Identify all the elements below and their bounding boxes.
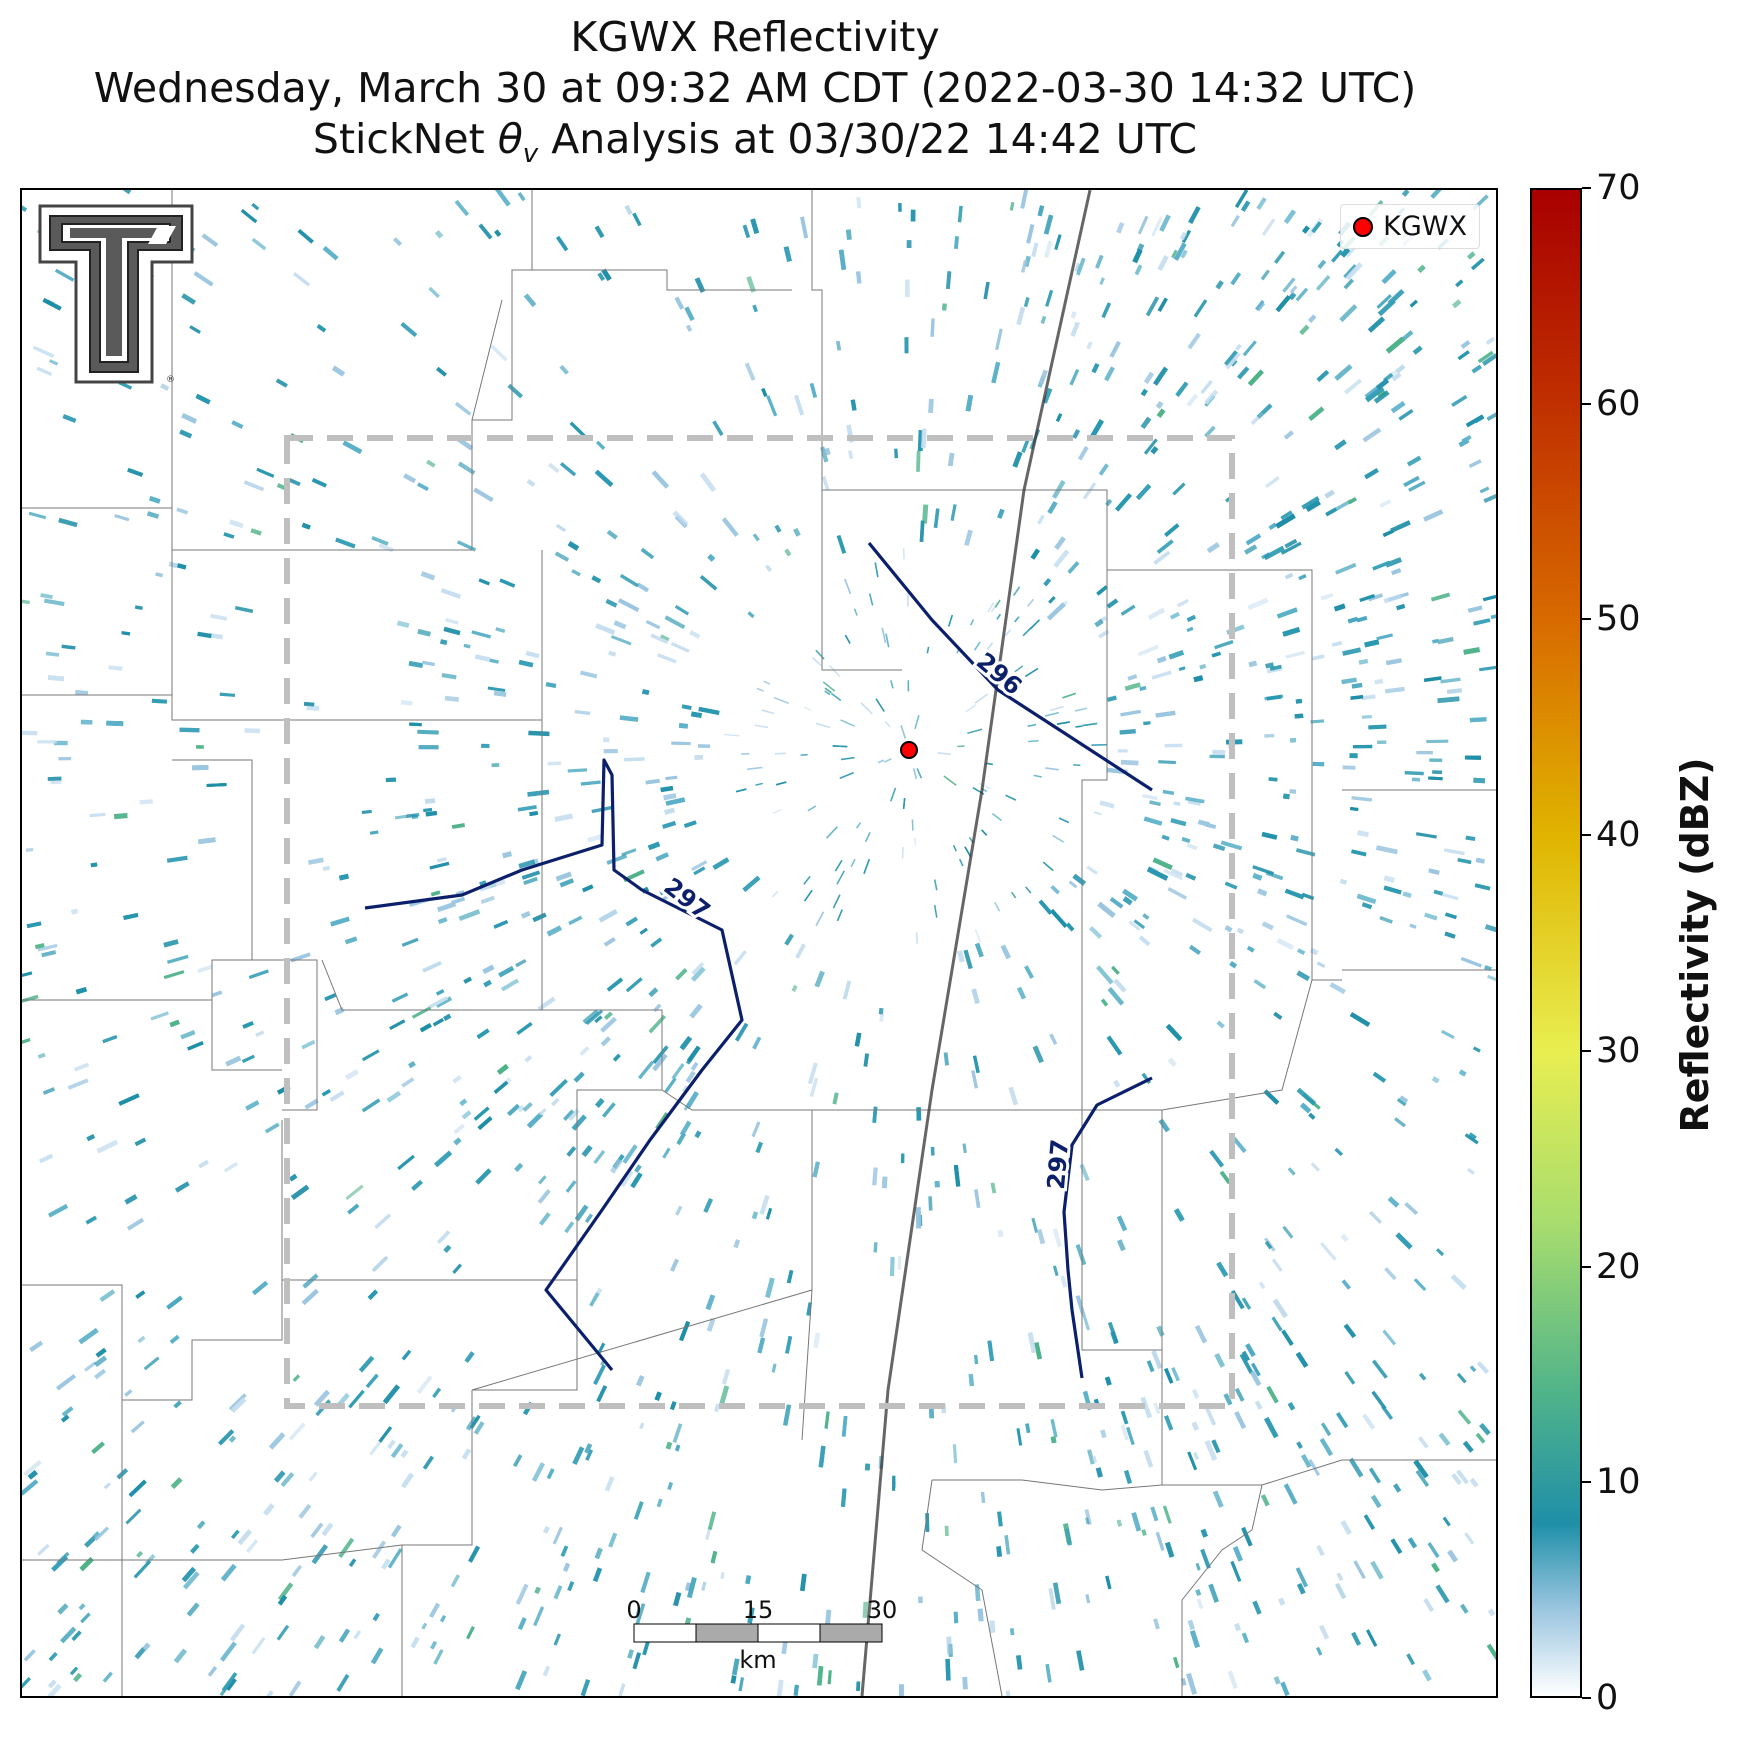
colorbar-tick-label: 30 — [1596, 1030, 1641, 1071]
scale-tick-0: 0 — [626, 1596, 641, 1624]
analysis-domain-box — [284, 435, 1235, 1409]
scale-tick-30: 30 — [867, 1596, 898, 1624]
colorbar-title: Reflectivity (dBZ) — [1673, 757, 1717, 1133]
scale-bar: 0 15 30 km — [626, 1596, 897, 1674]
texas-tech-logo-icon: ® — [38, 204, 194, 385]
colorbar-tick-mark — [1582, 402, 1591, 405]
colorbar-title-wrap: Reflectivity (dBZ) — [1660, 620, 1730, 1270]
colorbar-tick-label: 50 — [1596, 599, 1641, 640]
colorbar-tick-label: 20 — [1596, 1246, 1641, 1287]
colorbar-tick-label: 10 — [1596, 1462, 1641, 1503]
contour-297-west-line — [364, 758, 744, 1372]
title-line-3: StickNet θv Analysis at 03/30/22 14:42 U… — [312, 115, 1198, 170]
contour-296-line — [867, 541, 1153, 792]
colorbar-tick-mark — [1582, 1481, 1591, 1484]
colorbar-tick-mark — [1582, 834, 1591, 837]
figure-title: KGWX Reflectivity Wednesday, March 30 at… — [0, 12, 1510, 180]
radar-map[interactable]: 296 297 297 ® 0 15 30 km — [20, 188, 1498, 1698]
colorbar-tick-label: 70 — [1596, 168, 1641, 208]
radar-dot-icon — [1353, 216, 1374, 237]
colorbar-tick-mark — [1582, 1049, 1591, 1052]
contour-label-296: 296 — [971, 647, 1027, 701]
contour-labels: 296 297 297 — [656, 644, 1078, 1193]
reflectivity-colorbar — [1530, 188, 1582, 1698]
colorbar-tick-mark — [1582, 1697, 1591, 1699]
colorbar-tick-mark — [1582, 187, 1591, 189]
title-line-1: KGWX Reflectivity — [570, 13, 940, 61]
legend-radar-label: KGWX — [1383, 211, 1467, 242]
colorbar-tick-mark — [1582, 1265, 1591, 1268]
map-legend: KGWX — [1340, 204, 1480, 249]
colorbar-tick-label: 40 — [1596, 815, 1641, 856]
contour-label-297-west: 297 — [659, 872, 716, 925]
colorbar-tick-label: 0 — [1596, 1678, 1619, 1718]
map-canvas: 296 297 297 ® 0 15 30 km — [22, 190, 1496, 1696]
colorbar-tick-mark — [1582, 618, 1591, 621]
state-boundary — [860, 190, 1092, 1696]
scale-tick-15: 15 — [743, 1596, 774, 1624]
scale-unit: km — [739, 1646, 776, 1674]
theta-v-contours — [364, 541, 1153, 1379]
county-boundaries — [22, 190, 1496, 1696]
contour-297-east-line — [1062, 1076, 1153, 1379]
svg-text:®: ® — [166, 375, 175, 385]
title-line-2: Wednesday, March 30 at 09:32 AM CDT (202… — [93, 64, 1417, 112]
radar-site-marker[interactable] — [897, 738, 921, 762]
contour-label-297-east: 297 — [1042, 1138, 1074, 1190]
reflectivity-echoes — [22, 190, 1496, 1696]
colorbar-tick-label: 60 — [1596, 383, 1641, 424]
